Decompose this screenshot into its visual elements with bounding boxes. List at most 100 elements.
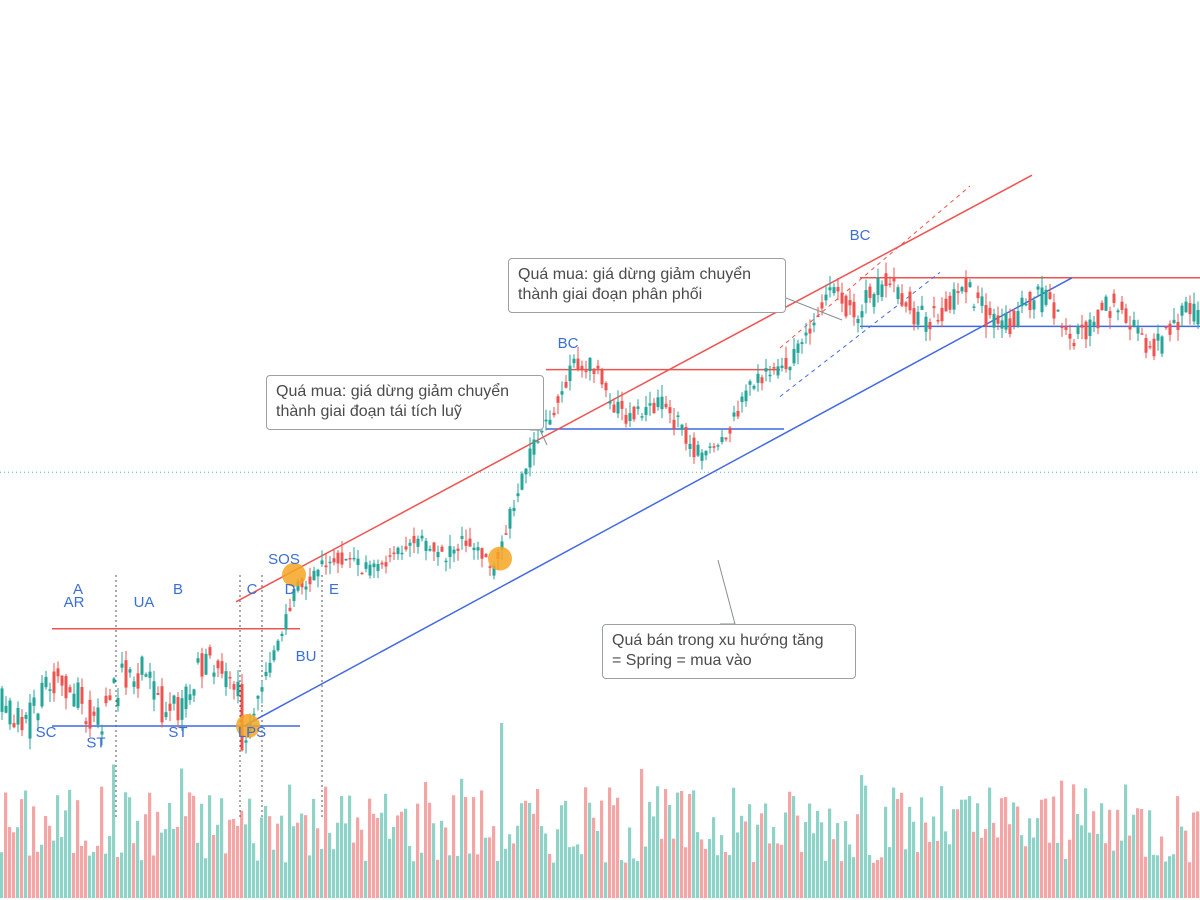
candle-body (1052, 302, 1056, 319)
candle-body (112, 678, 116, 683)
candle-body (256, 695, 260, 699)
volume-bar (476, 854, 480, 898)
candle-body (580, 365, 584, 371)
event-label-lps: LPS (238, 724, 266, 741)
candle-body (1176, 321, 1180, 331)
volume-bar (144, 814, 148, 898)
candle-body (436, 551, 440, 558)
volume-bar (1052, 796, 1056, 898)
candle-body (940, 307, 944, 322)
candle-body (728, 427, 732, 434)
candle-body (132, 681, 136, 687)
volume-bar (132, 843, 136, 898)
candle-body (188, 694, 192, 700)
candle-body (836, 287, 840, 292)
volume-bar (332, 849, 336, 898)
volume-bar (992, 822, 996, 898)
volume-bar (972, 831, 976, 898)
candle-body (116, 697, 120, 707)
candle-body (976, 292, 980, 299)
volume-bar (92, 851, 96, 898)
volume-bar (428, 802, 432, 898)
candle-body (88, 699, 92, 729)
volume-bar (452, 795, 456, 898)
candle-body (172, 695, 176, 704)
candle-body (756, 373, 760, 383)
volume-bar (560, 805, 564, 898)
volume-bar (1172, 854, 1176, 898)
volume-bar (444, 827, 448, 898)
volume-bar (872, 862, 876, 898)
candle-body (1164, 326, 1168, 329)
candle-body (392, 552, 396, 555)
candle-body (1040, 287, 1044, 313)
candle-body (288, 607, 292, 611)
volume-bar (236, 825, 240, 898)
volume-bar (80, 845, 84, 898)
candle-body (716, 445, 720, 447)
volume-bar (88, 855, 92, 898)
volume-bar (956, 809, 960, 898)
candle-body (620, 400, 624, 409)
candle-body (1068, 333, 1072, 339)
candle-body (160, 686, 164, 723)
candle-body (484, 554, 488, 557)
volume-bar (1148, 810, 1152, 898)
candle-body (1152, 338, 1156, 357)
volume-bar (844, 821, 848, 898)
candle-body (196, 658, 200, 663)
volume-bar (256, 860, 260, 898)
volume-bar (160, 832, 164, 898)
candle-body (1032, 300, 1036, 310)
volume-bar (788, 791, 792, 898)
candle-body (1188, 303, 1192, 315)
candle-body (820, 302, 824, 309)
volume-bar (692, 790, 696, 898)
candle-body (832, 287, 836, 294)
candle-body (532, 439, 536, 455)
volume-bar (536, 788, 540, 898)
volume-bar (852, 857, 856, 898)
candle-body (740, 396, 744, 403)
inner-channel-lower-trendline (779, 272, 941, 397)
candle-body (472, 547, 476, 551)
candle-body (244, 740, 248, 743)
candle-body (216, 660, 220, 669)
volume-bar (544, 833, 548, 898)
phase-label-b: B (173, 581, 183, 598)
volume-bar (520, 803, 524, 898)
candle-body (840, 292, 844, 304)
volume-bar (688, 794, 692, 898)
volume-bar (860, 775, 864, 898)
volume-bar (524, 800, 528, 898)
volume-bar (468, 853, 472, 898)
candle-body (656, 397, 660, 408)
volume-bar (1076, 813, 1080, 898)
volume-bar (940, 786, 944, 898)
candle-body (528, 448, 532, 468)
volume-bar (172, 828, 176, 898)
candle-body (1128, 325, 1132, 330)
candle-body (676, 415, 680, 417)
volume-bar (840, 861, 844, 898)
volume-bar (712, 817, 716, 898)
volume-bar (668, 804, 672, 898)
candle-body (844, 295, 848, 317)
candle-body (1148, 346, 1152, 348)
candle-body (516, 493, 520, 497)
volume-bar (108, 836, 112, 898)
volume-bar (352, 842, 356, 898)
volume-bar (800, 851, 804, 898)
volume-bar (1008, 824, 1012, 898)
volume-bar (76, 800, 80, 898)
volume-bar (16, 827, 20, 898)
volume-bar (148, 792, 152, 898)
volume-bar (396, 815, 400, 898)
candle-body (412, 535, 416, 544)
volume-bar (316, 828, 320, 898)
candle-body (696, 444, 700, 456)
candle-body (804, 332, 808, 336)
volume-bar (744, 821, 748, 898)
candle-body (604, 382, 608, 391)
volume-bar (588, 802, 592, 898)
